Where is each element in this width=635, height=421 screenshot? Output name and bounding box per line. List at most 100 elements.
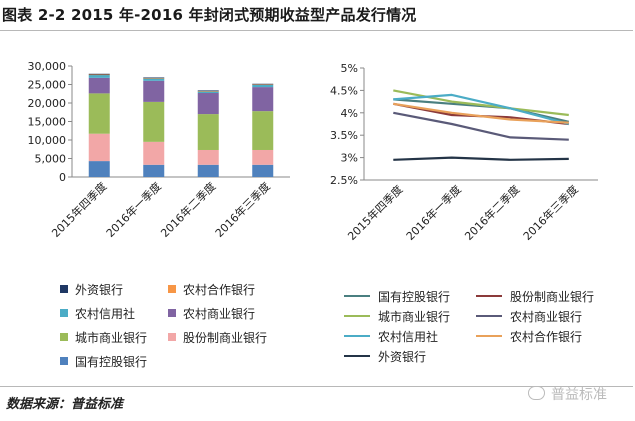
line-legend-item: 农村商业银行: [476, 308, 582, 325]
bar-segment: [143, 78, 165, 81]
bar-segment: [197, 90, 219, 92]
legend-label: 农村信用社: [378, 330, 439, 344]
legend-label: 城市商业银行: [378, 310, 451, 324]
x-tick-label: 2016年一季度: [103, 179, 164, 240]
bar-segment: [143, 141, 165, 165]
legend-label: 国有控股银行: [75, 355, 148, 369]
legend-label: 股份制商业银行: [510, 290, 595, 304]
line-legend-item: 股份制商业银行: [476, 288, 594, 305]
y-tick-label: 25,000: [28, 79, 67, 92]
watermark-label: 普益标准: [551, 387, 607, 403]
bar-legend-item: 股份制商业银行: [168, 329, 267, 346]
bar-segment: [88, 133, 110, 162]
legend-swatch: [60, 285, 68, 293]
legend-swatch: [168, 309, 176, 317]
y-tick-label: 10,000: [28, 134, 67, 147]
bar-segment: [88, 93, 110, 134]
bar-segment: [252, 149, 274, 165]
bar-segment: [252, 164, 274, 177]
bar-segment: [143, 101, 165, 142]
legend-label: 股份制商业银行: [183, 331, 268, 345]
legend-line: [344, 335, 370, 337]
x-tick-label: 2016年三季度: [212, 179, 273, 240]
y-tick-label: 5%: [341, 62, 358, 75]
legend-swatch: [60, 309, 68, 317]
legend-line: [344, 315, 370, 317]
legend-label: 农村合作银行: [183, 283, 256, 297]
bar-segment: [197, 93, 219, 115]
legend-swatch: [168, 333, 176, 341]
bar-legend-item: 农村商业银行: [168, 305, 255, 322]
x-tick-label: 2016年二季度: [462, 182, 523, 243]
bar-legend-item: 国有控股银行: [60, 353, 147, 370]
bar-segment: [88, 77, 110, 94]
bar-segment: [197, 149, 219, 165]
y-tick-label: 3.5%: [330, 129, 358, 142]
bar-segment: [88, 74, 110, 78]
watermark: 普益标准: [528, 384, 607, 404]
stacked-bar-chart: 0 5,000 10,000 15,000 20,000 25,000 30,000 2015…: [28, 60, 290, 240]
bar-segment: [88, 73, 110, 75]
figure-title: 图表 2-2 2015 年-2016 年封闭式预期收益型产品发行情况: [2, 6, 417, 24]
bar-segment: [197, 91, 219, 94]
bar-segment: [88, 161, 110, 177]
series-line: [393, 102, 569, 124]
x-tick-label: 2016年二季度: [158, 179, 219, 240]
bar-segment: [197, 90, 219, 92]
legend-line: [476, 315, 502, 317]
legend-label: 城市商业银行: [75, 331, 148, 345]
line-legend-item: 国有控股银行: [344, 288, 450, 305]
line-legend-item: 农村信用社: [344, 328, 438, 345]
line-chart: 2.5% 3% 3.5% 4% 4.5% 5% 2015年四季度2016年一季度2016年二…: [330, 62, 598, 243]
series-line: [393, 93, 570, 126]
bar-segment: [252, 111, 274, 150]
bar-segment: [252, 84, 274, 85]
bar-segment: [197, 114, 219, 150]
legend-line: [476, 295, 502, 297]
y-tick-label: 5,000: [35, 153, 67, 166]
legend-swatch: [60, 333, 68, 341]
y-tick-label: 4.5%: [330, 84, 358, 97]
bar-segment: [252, 84, 274, 88]
line-legend-item: 外资银行: [344, 348, 426, 365]
series-line: [393, 156, 569, 161]
legend-label: 农村商业银行: [510, 310, 583, 324]
legend-label: 国有控股银行: [378, 290, 451, 304]
figure-frame: [0, 30, 633, 387]
bar-legend-item: 农村信用社: [60, 305, 135, 322]
y-tick-label: 3%: [341, 152, 358, 165]
bar-legend-item: 外资银行: [60, 281, 123, 298]
legend-label: 外资银行: [378, 350, 427, 364]
legend-line: [476, 335, 502, 337]
bar-segment: [143, 164, 165, 177]
legend-line: [344, 355, 370, 357]
legend-label: 农村商业银行: [183, 307, 256, 321]
y-tick-label: 4%: [341, 107, 358, 120]
series-line: [393, 89, 569, 117]
bar-segment: [197, 164, 219, 177]
legend-line: [344, 295, 370, 297]
y-tick-label: 15,000: [28, 116, 67, 129]
bar-segment: [252, 87, 274, 112]
legend-swatch: [168, 285, 176, 293]
x-tick-label: 2015年四季度: [345, 182, 406, 243]
legend-swatch: [60, 357, 68, 365]
bar-segment: [88, 74, 110, 76]
line-legend-item: 城市商业银行: [344, 308, 450, 325]
line-legend-item: 农村合作银行: [476, 328, 582, 345]
bar-segment: [143, 80, 165, 102]
bar-legend-item: 农村合作银行: [168, 281, 255, 298]
x-tick-label: 2016年一季度: [403, 182, 464, 243]
bar-segment: [143, 77, 165, 79]
bar-segment: [143, 78, 165, 79]
legend-label: 农村信用社: [75, 307, 136, 321]
y-tick-label: 30,000: [28, 60, 67, 73]
series-line: [393, 111, 569, 141]
legend-label: 外资银行: [75, 283, 124, 297]
source-note: 数据来源：普益标准: [6, 397, 124, 412]
bar-legend-item: 城市商业银行: [60, 329, 147, 346]
y-tick-label: 20,000: [28, 97, 67, 110]
x-tick-label: 2015年四季度: [49, 179, 110, 240]
bar-segment: [252, 83, 274, 85]
